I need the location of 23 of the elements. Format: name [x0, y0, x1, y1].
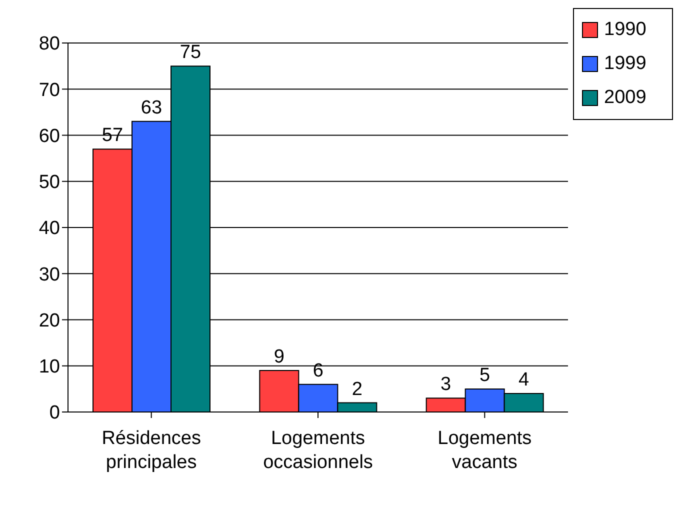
y-tick-label: 30: [38, 264, 60, 286]
data-label: 75: [180, 42, 202, 64]
y-tick-label: 60: [38, 126, 60, 147]
y-tick-label: 80: [38, 34, 60, 55]
x-tick-label: Résidences principales: [102, 428, 201, 473]
x-tick-label: Logements occasionnels: [263, 428, 373, 473]
y-tick-label: 20: [38, 310, 60, 332]
data-label: 3: [440, 374, 452, 396]
y-tick-label: 50: [38, 172, 60, 194]
legend-label: 1999: [604, 53, 646, 75]
y-tick-label: 70: [38, 80, 60, 101]
data-label: 4: [518, 370, 530, 391]
data-label: 5: [480, 364, 490, 386]
y-tick-label: 40: [38, 218, 60, 240]
legend-label: 1990: [604, 19, 646, 41]
data-label: 6: [312, 360, 324, 382]
y-tick-label: 10: [38, 356, 60, 378]
x-tick-label: Logements vacants: [438, 428, 532, 473]
data-label: 9: [274, 346, 284, 368]
data-label: 2: [352, 378, 362, 400]
legend-label: 2009: [604, 87, 646, 109]
y-tick-label: 0: [49, 402, 60, 424]
data-label: 63: [140, 97, 162, 118]
